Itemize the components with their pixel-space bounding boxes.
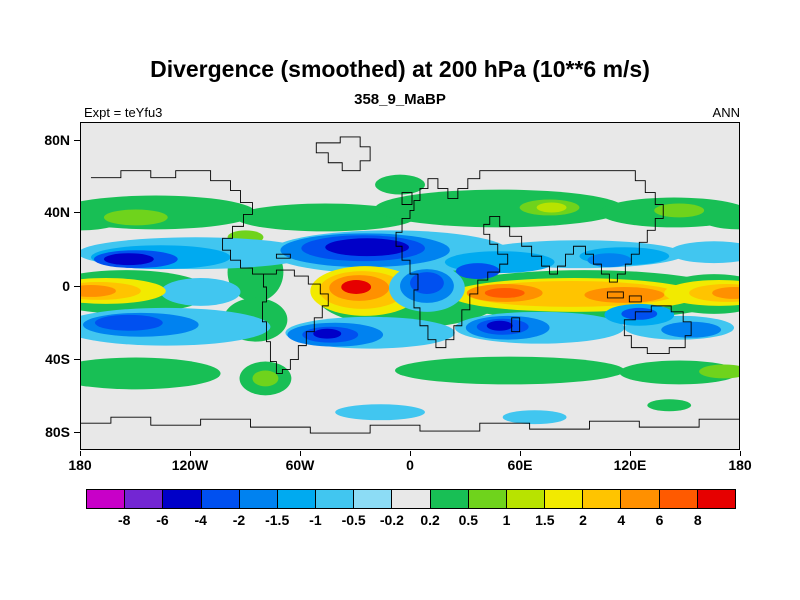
colorbar-cell — [125, 489, 164, 509]
divergence-field — [81, 174, 739, 425]
y-axis-tick — [74, 286, 80, 287]
colorbar-label: 1.5 — [535, 512, 555, 528]
x-tick-label: 120E — [613, 457, 647, 473]
divergence-map — [81, 123, 739, 449]
x-axis-tick — [410, 451, 411, 456]
x-tick-label: 60E — [507, 457, 533, 473]
season-label: ANN — [712, 105, 740, 120]
x-tick-label: 60W — [285, 457, 315, 473]
colorbar-cell — [659, 489, 698, 509]
coastlines — [81, 136, 739, 434]
map-plot-area — [80, 122, 740, 450]
colorbar-label: -4 — [194, 512, 207, 528]
y-tick-label: 80N — [44, 132, 70, 148]
x-tick-label: 0 — [406, 457, 414, 473]
y-tick-label: 0 — [62, 278, 70, 294]
plot-title: Divergence (smoothed) at 200 hPa (10**6 … — [150, 56, 650, 82]
colorbar-label: 4 — [617, 512, 626, 528]
colorbar-label: -0.5 — [341, 512, 366, 528]
x-axis-tick — [80, 451, 81, 456]
x-axis-tick — [630, 451, 631, 456]
x-axis-tick — [190, 451, 191, 456]
colorbar-cell — [468, 489, 507, 509]
colorbar-cell — [583, 489, 622, 509]
colorbar-cell — [545, 489, 584, 509]
colorbar-cell — [201, 489, 240, 509]
y-tick-label: 40S — [45, 351, 70, 367]
colorbar — [86, 489, 736, 509]
colorbar-cell — [277, 489, 317, 509]
colorbar-labels: -8 -6 -4 -2 -1.5 -1 -0.5 -0.2 0.2 0.5 1 … — [86, 512, 736, 530]
colorbar-label: 0.2 — [420, 512, 440, 528]
colorbar-cell — [86, 489, 126, 509]
colorbar-label: 1 — [502, 512, 511, 528]
y-axis-tick — [74, 359, 80, 360]
colorbar-cell — [239, 489, 278, 509]
x-tick-label: 180 — [728, 457, 752, 473]
colorbar-label: 2 — [579, 512, 587, 528]
colorbar-label: -0.2 — [379, 512, 404, 528]
x-axis-tick — [300, 451, 301, 456]
colorbar-cell — [506, 489, 546, 509]
colorbar-cell — [392, 489, 431, 509]
colorbar-label: 0.5 — [458, 512, 479, 528]
y-tick-label: 40N — [44, 204, 70, 220]
y-axis-tick — [74, 212, 80, 213]
colorbar-label: -6 — [156, 512, 169, 528]
colorbar-cell — [354, 489, 393, 509]
x-axis-tick — [740, 451, 741, 456]
y-axis-tick — [74, 432, 80, 433]
plot-subtitle: 358_9_MaBP — [354, 91, 446, 108]
colorbar-label: 6 — [655, 512, 664, 528]
experiment-label: Expt = teYfu3 — [84, 105, 163, 120]
y-axis-tick — [74, 140, 80, 141]
x-tick-label: 180 — [68, 457, 92, 473]
y-tick-label: 80S — [45, 424, 70, 440]
colorbar-cell — [163, 489, 202, 509]
colorbar-label: -8 — [117, 512, 131, 528]
colorbar-label: -1.5 — [265, 512, 290, 528]
x-axis-tick — [520, 451, 521, 456]
x-tick-label: 120W — [171, 457, 209, 473]
colorbar-label: -1 — [309, 512, 322, 528]
colorbar-label: 8 — [693, 512, 702, 528]
colorbar-cell — [621, 489, 660, 509]
colorbar-cell — [697, 489, 736, 509]
colorbar-cell — [430, 489, 469, 509]
colorbar-cell — [316, 489, 355, 509]
colorbar-label: -2 — [232, 512, 246, 528]
